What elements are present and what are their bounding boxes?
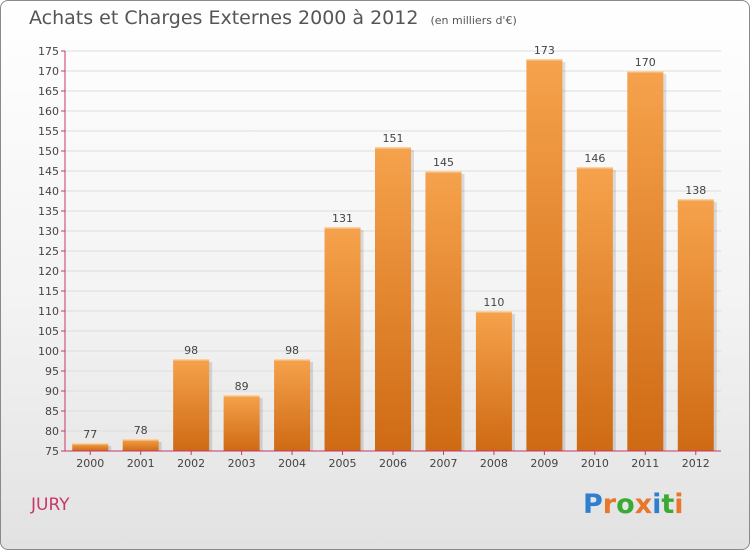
x-tick-label: 2000 <box>76 457 104 470</box>
y-tick-label: 110 <box>38 305 59 318</box>
value-label-2012: 138 <box>685 184 706 197</box>
value-label-2011: 170 <box>635 56 656 69</box>
x-tick-label: 2002 <box>177 457 205 470</box>
bar-highlight <box>425 171 462 173</box>
logo-letter: o <box>616 489 635 520</box>
value-label-2004: 98 <box>285 344 299 357</box>
bar-2010 <box>576 167 613 451</box>
y-tick-label: 155 <box>38 125 59 138</box>
bar-highlight <box>274 359 311 361</box>
chart-subtitle: (en milliers d'€) <box>430 14 517 27</box>
value-label-2001: 78 <box>134 424 148 437</box>
bar-highlight <box>475 311 512 313</box>
bar-highlight <box>324 227 361 229</box>
x-tick-label: 2007 <box>429 457 457 470</box>
y-tick-label: 145 <box>38 165 59 178</box>
x-tick-label: 2005 <box>329 457 357 470</box>
y-tick-label: 105 <box>38 325 59 338</box>
bar-highlight <box>375 147 411 149</box>
y-tick-label: 140 <box>38 185 59 198</box>
logo-letter: i <box>652 489 662 520</box>
bar-2006 <box>375 147 411 451</box>
x-tick-label: 2006 <box>379 457 407 470</box>
y-tick-label: 120 <box>38 265 59 278</box>
bar-2002 <box>173 359 210 451</box>
y-tick-label: 75 <box>45 445 59 458</box>
bar-highlight <box>173 359 210 361</box>
y-tick-label: 100 <box>38 345 59 358</box>
y-tick-label: 160 <box>38 105 59 118</box>
bar-highlight <box>223 395 260 397</box>
bar-2001 <box>122 439 159 451</box>
bar-2007 <box>425 171 462 451</box>
y-tick-label: 80 <box>45 425 59 438</box>
title-row: Achats et Charges Externes 2000 à 2012 (… <box>29 7 517 29</box>
y-tick-label: 85 <box>45 405 59 418</box>
y-tick-label: 175 <box>38 45 59 58</box>
y-tick-label: 90 <box>45 385 59 398</box>
y-tick-label: 170 <box>38 65 59 78</box>
x-tick-label: 2009 <box>530 457 558 470</box>
bar-highlight <box>122 439 159 441</box>
bar-2011 <box>627 71 664 451</box>
bar-highlight <box>72 443 109 445</box>
y-tick-label: 165 <box>38 85 59 98</box>
y-tick-label: 125 <box>38 245 59 258</box>
value-label-2005: 131 <box>332 212 353 225</box>
x-tick-label: 2010 <box>581 457 609 470</box>
x-tick-label: 2001 <box>127 457 155 470</box>
value-label-2010: 146 <box>584 152 605 165</box>
bars <box>72 59 717 451</box>
chart-title: Achats et Charges Externes 2000 à 2012 <box>29 7 419 29</box>
logo-letter: t <box>661 489 675 520</box>
logo-letter: x <box>634 489 653 520</box>
bar-2005 <box>324 227 361 451</box>
value-label-2008: 110 <box>483 296 504 309</box>
x-tick-label: 2011 <box>631 457 659 470</box>
x-tick-label: 2004 <box>278 457 306 470</box>
logo-letter: i <box>674 489 684 520</box>
value-label-2009: 173 <box>534 44 555 57</box>
x-tick-label: 2012 <box>682 457 710 470</box>
axes <box>61 50 721 455</box>
bar-2009 <box>526 59 563 451</box>
x-tick-label: 2008 <box>480 457 508 470</box>
bar-2004 <box>274 359 311 451</box>
bar-highlight <box>576 167 613 169</box>
value-label-2007: 145 <box>433 156 454 169</box>
bar-2000 <box>72 443 109 451</box>
commune-name: JURY <box>31 495 70 515</box>
value-label-2002: 98 <box>184 344 198 357</box>
y-tick-label: 135 <box>38 205 59 218</box>
bar-2008 <box>475 311 512 451</box>
y-tick-label: 130 <box>38 225 59 238</box>
logo-letter: P <box>583 489 603 520</box>
bar-highlight <box>526 59 563 61</box>
x-tick-label: 2003 <box>228 457 256 470</box>
logo-letter: r <box>602 489 617 520</box>
y-tick-label: 115 <box>38 285 59 298</box>
value-label-2003: 89 <box>235 380 249 393</box>
bar-2003 <box>223 395 260 451</box>
value-label-2000: 77 <box>83 428 97 441</box>
proxiti-logo: Proxiti <box>583 489 684 520</box>
labels: 75 80 85 90 95 100 105 110 115 120 125 130 135 140 145… <box>38 44 710 470</box>
y-tick-label: 95 <box>45 365 59 378</box>
y-tick-label: 150 <box>38 145 59 158</box>
value-label-2006: 151 <box>383 132 404 145</box>
bar-highlight <box>677 199 714 201</box>
bar-highlight <box>627 71 664 73</box>
bar-2012 <box>677 199 714 451</box>
